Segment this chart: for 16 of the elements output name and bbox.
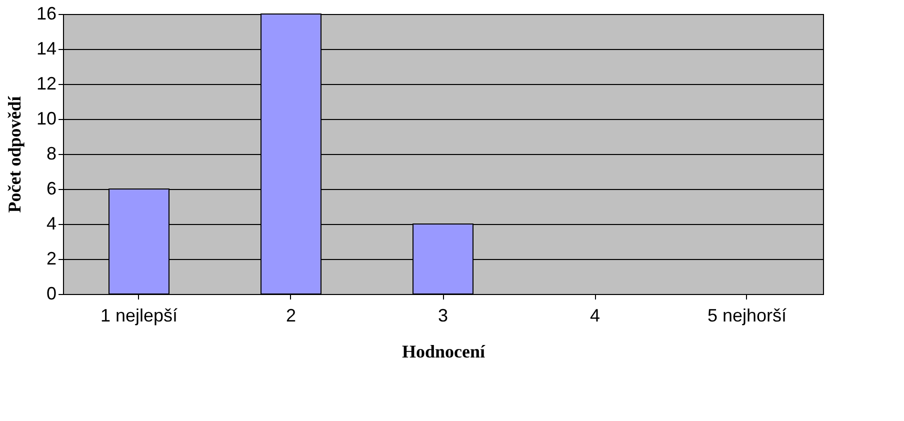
x-tick-label: 4 bbox=[590, 306, 600, 326]
y-tick-label: 2 bbox=[46, 248, 56, 268]
y-tick-label: 16 bbox=[36, 4, 56, 24]
y-tick-label: 8 bbox=[46, 144, 56, 164]
y-tick-label: 10 bbox=[36, 108, 56, 128]
x-tick-label: 2 bbox=[286, 306, 296, 326]
y-tick-label: 12 bbox=[36, 74, 56, 94]
y-tick-label: 6 bbox=[46, 178, 56, 198]
y-tick-label: 14 bbox=[36, 38, 56, 58]
x-axis-title: Hodnocení bbox=[402, 342, 486, 362]
x-tick-label: 5 nejhorší bbox=[707, 306, 787, 326]
x-tick-label: 3 bbox=[438, 306, 448, 326]
y-axis-title: Počet odpovědí bbox=[4, 95, 24, 213]
y-tick-label: 0 bbox=[46, 284, 56, 304]
y-tick-label: 4 bbox=[46, 214, 56, 234]
x-tick-label: 1 nejlepší bbox=[100, 306, 178, 326]
